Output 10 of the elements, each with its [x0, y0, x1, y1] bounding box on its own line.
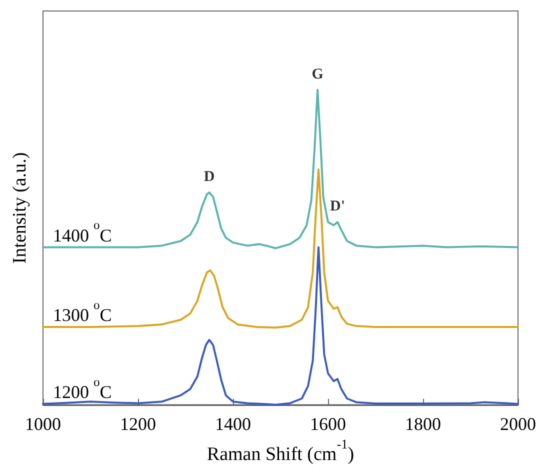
annotation: D — [204, 168, 215, 185]
x-tick-label: 1400 — [215, 414, 251, 434]
annotation: G — [312, 66, 324, 82]
x-tick-label: 2000 — [500, 414, 536, 434]
y-axis-title: Intensity (a.u.) — [10, 152, 30, 264]
x-tick-label: 1200 — [120, 414, 156, 434]
annotation: D' — [330, 198, 345, 215]
x-tick-label: 1800 — [405, 414, 441, 434]
x-tick-label: 1000 — [25, 414, 61, 434]
x-tick-label: 1600 — [310, 414, 346, 434]
